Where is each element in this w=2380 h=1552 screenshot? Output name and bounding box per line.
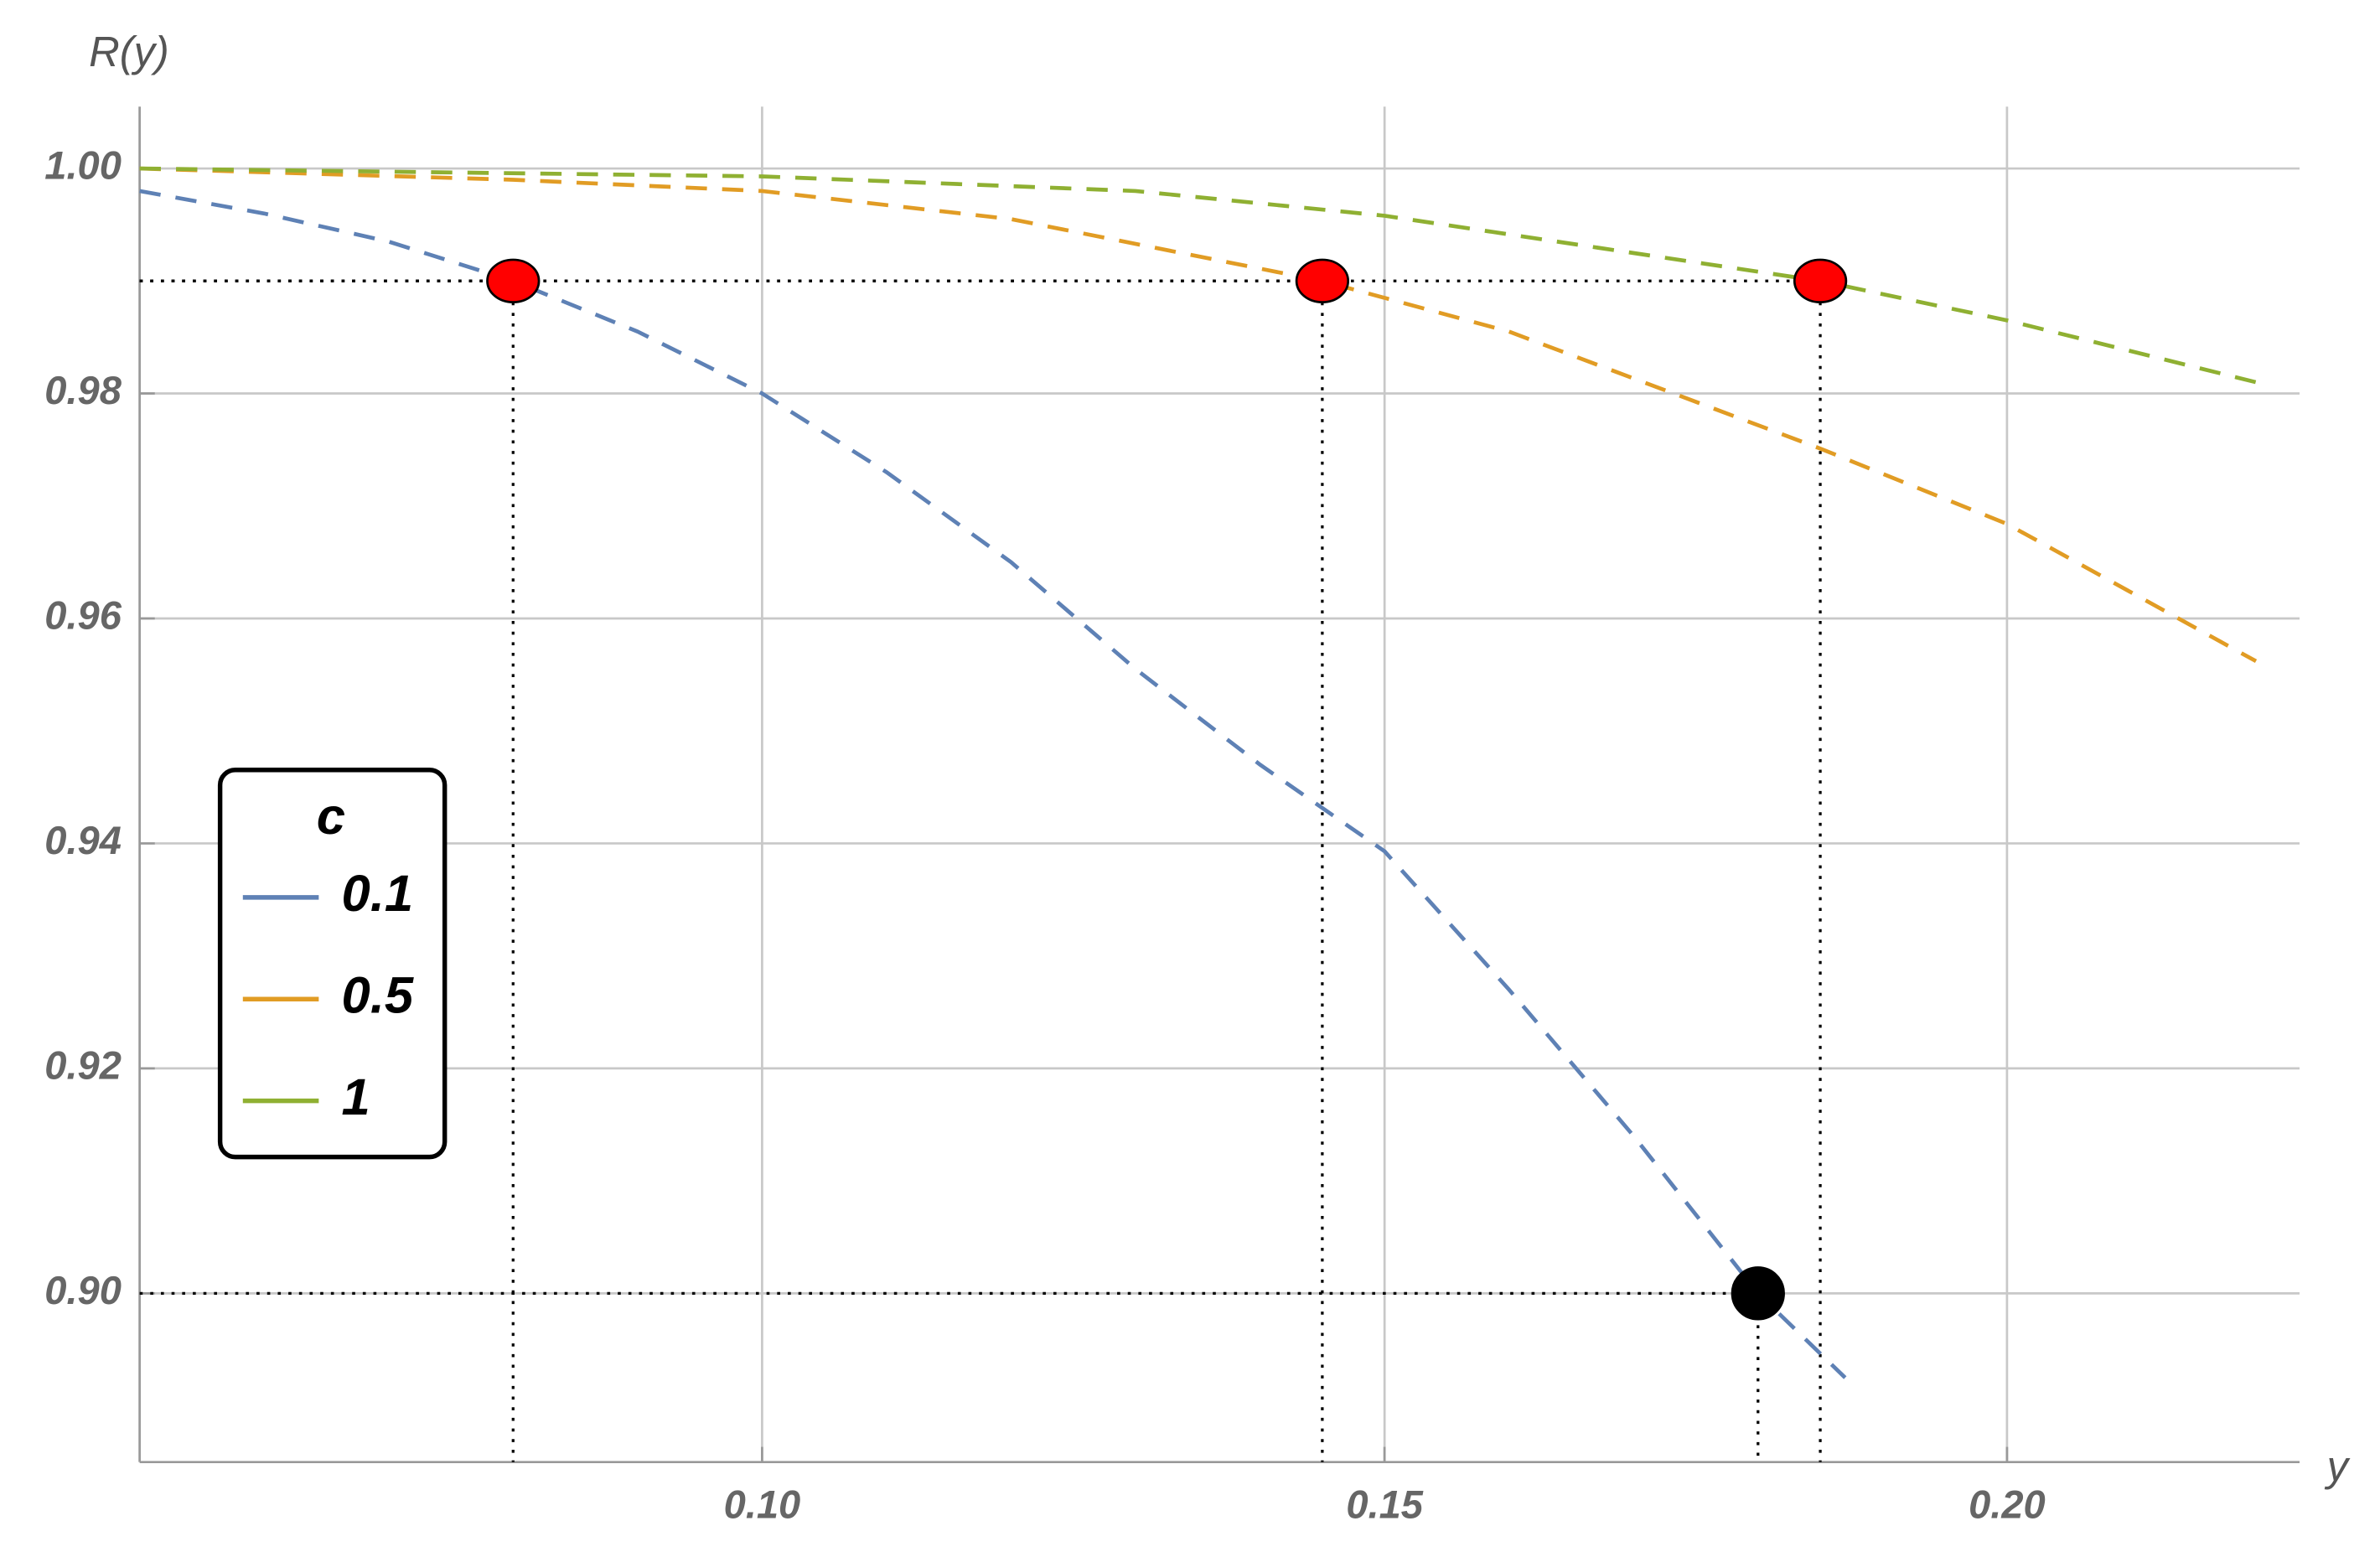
legend-title: c <box>317 788 345 846</box>
x-tick-label: 0.10 <box>724 1482 801 1526</box>
legend-label: 0.1 <box>342 865 414 923</box>
legend-label: 1 <box>342 1068 370 1126</box>
marker <box>1295 258 1350 304</box>
series-line <box>139 166 2258 664</box>
series-line <box>139 189 1847 1379</box>
y-tick-label: 1.00 <box>44 143 122 188</box>
y-tick-label: 0.92 <box>44 1042 122 1087</box>
x-tick-label: 0.20 <box>1969 1482 2046 1526</box>
marker <box>1731 1266 1785 1321</box>
legend: c 0.1 0.5 1 <box>217 768 448 1160</box>
marker <box>1793 258 1848 304</box>
x-tick-label: 0.15 <box>1346 1482 1423 1526</box>
series-line <box>139 166 2257 385</box>
y-tick-label: 0.98 <box>44 368 122 412</box>
y-tick-label: 0.90 <box>44 1268 122 1312</box>
marker <box>486 258 541 304</box>
y-tick-label: 0.94 <box>44 818 122 862</box>
legend-label: 0.5 <box>342 967 414 1025</box>
legend-box <box>217 768 448 1160</box>
y-axis-label: R(y) <box>89 28 169 75</box>
x-axis-label: y <box>2325 1442 2351 1490</box>
y-tick-label: 0.96 <box>44 592 122 637</box>
